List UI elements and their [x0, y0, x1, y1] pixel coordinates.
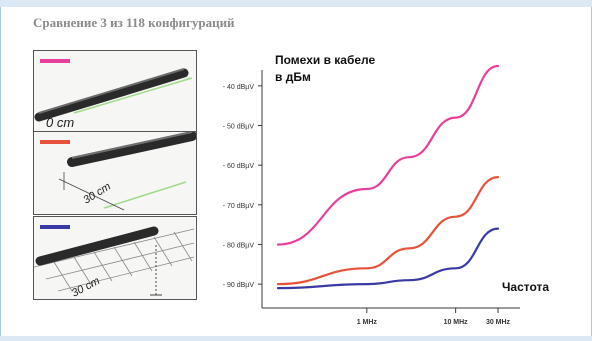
legend-swatch-blue: [40, 225, 70, 229]
comparison-header: Сравнение 3 из 118 конфигураций: [33, 15, 235, 30]
bottom-band: [0, 336, 592, 341]
x-tick-label: 30 MHz: [486, 319, 511, 326]
y-tick-label: - 70 dBµV: [223, 203, 255, 210]
x-tick-label: 10 MHz: [444, 319, 469, 326]
series-line-1: [276, 176, 500, 286]
legend-swatch-red: [40, 140, 70, 144]
y-tick-label: - 50 dBµV: [223, 124, 255, 131]
chart-title: Помехи в кабеле: [275, 53, 376, 67]
x-axis-title: Частота: [502, 280, 549, 294]
y-tick-label: - 40 dBµV: [223, 84, 255, 91]
panel-distance-label: 0 cm: [46, 115, 74, 130]
cable-panel-30cm-flat: 30 cm: [33, 131, 197, 215]
legend-swatch-pink: [40, 59, 70, 63]
top-band: [0, 0, 592, 7]
x-tick-label: 1 MHz: [357, 319, 378, 326]
series-line-2: [276, 227, 500, 290]
y-tick-label: - 90 dBµV: [223, 282, 255, 289]
cable-panel-30cm-tray: 30 cm: [33, 216, 197, 300]
y-tick-label: - 80 dBµV: [223, 242, 255, 249]
y-tick-label: - 60 dBµV: [223, 163, 255, 170]
series-line-0: [276, 64, 500, 246]
chart-title-line2: в дБм: [275, 70, 311, 84]
